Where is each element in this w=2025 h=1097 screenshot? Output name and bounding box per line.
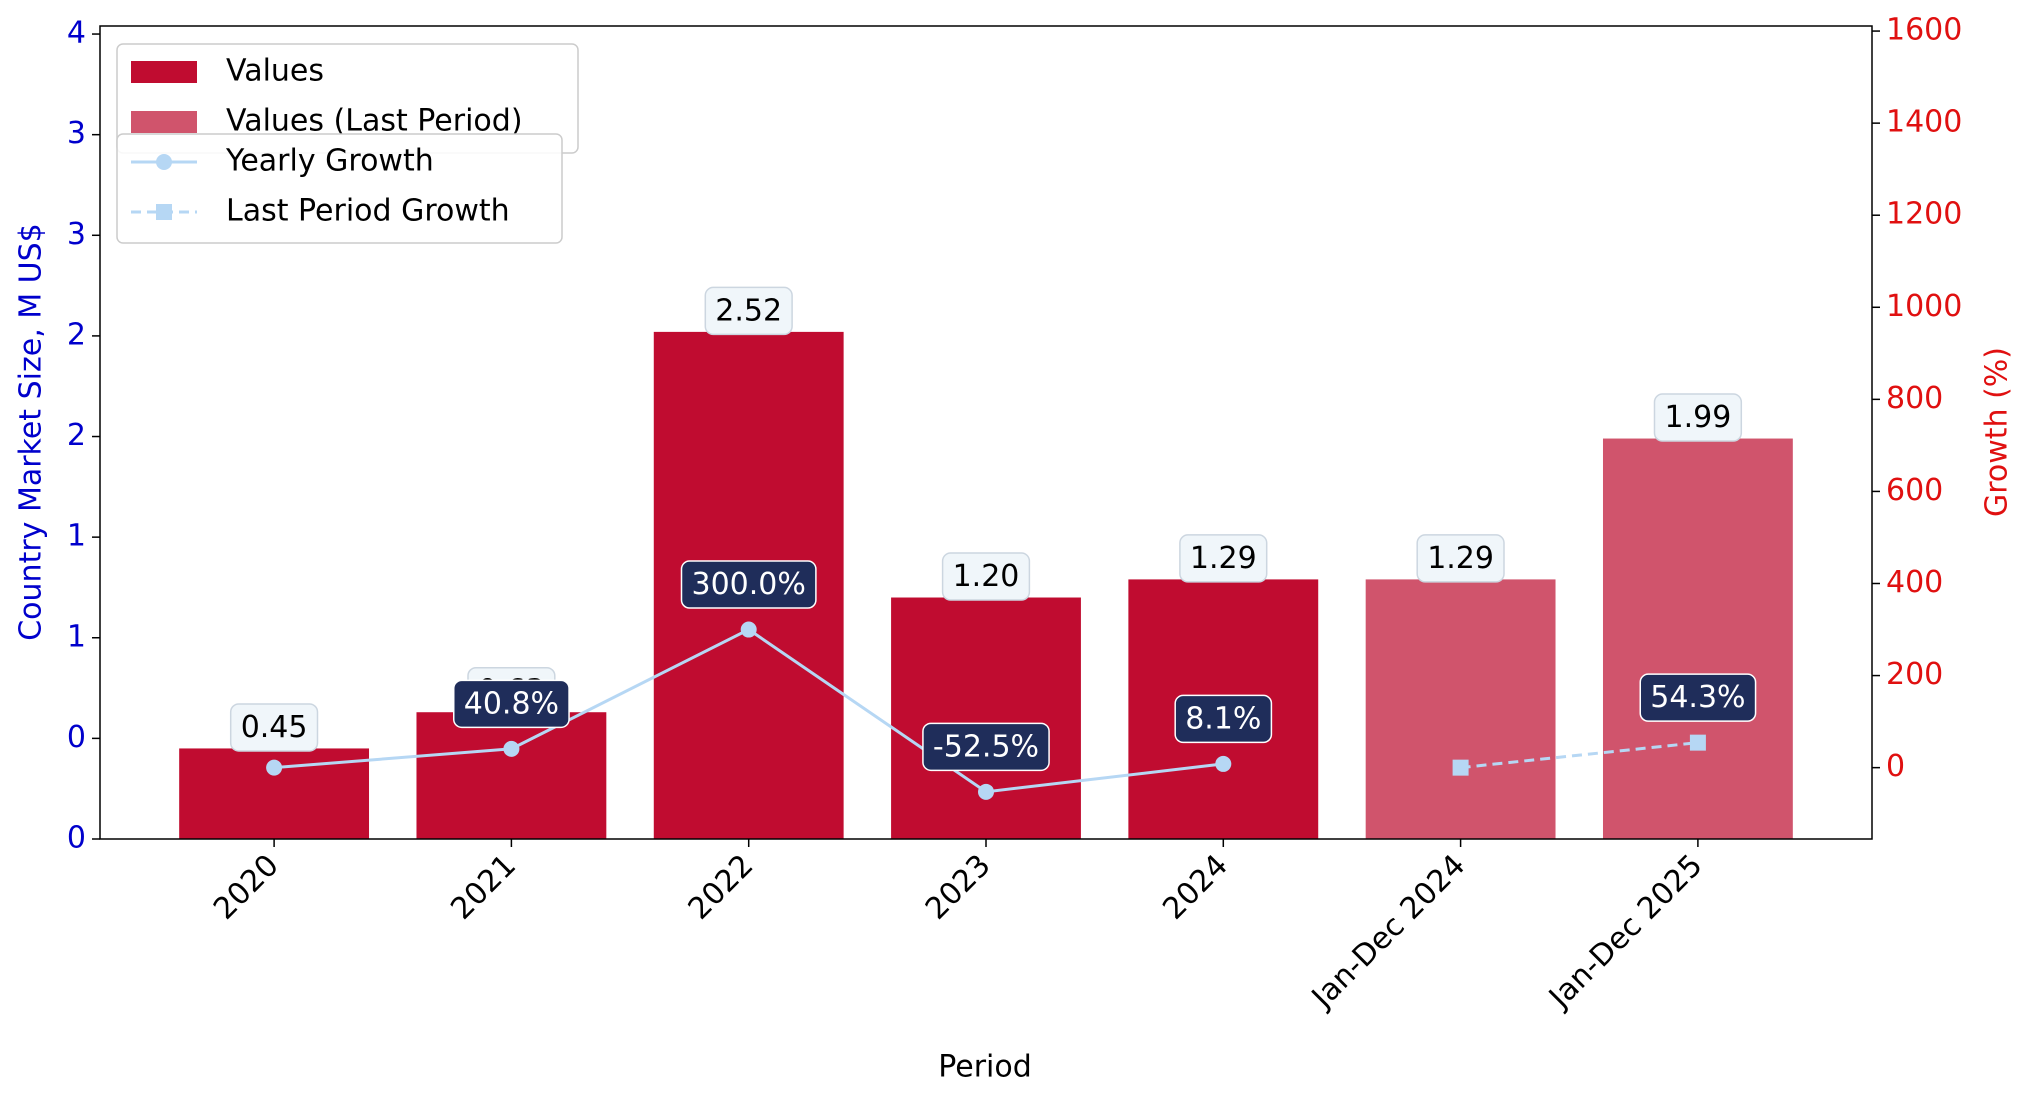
legend-marker: [156, 154, 172, 170]
x-tick-label: 2021: [444, 848, 523, 927]
label-bg: [229, 703, 319, 752]
legend-label: Yearly Growth: [225, 144, 434, 179]
legend-marker: [156, 204, 172, 220]
marker: [503, 740, 520, 757]
value-label: 40.8%: [464, 686, 559, 721]
plot-frame: [99, 25, 1873, 840]
y2-tick-label: 1200: [1886, 197, 1962, 232]
value-label-box: 1.29: [1179, 534, 1268, 583]
value-label: -52.5%: [933, 729, 1039, 764]
value-label-box: 40.8%: [452, 679, 570, 729]
y2-tick-label: 400: [1886, 565, 1943, 600]
value-label-box: 1.20: [941, 552, 1031, 601]
value-label-box: 54.3%: [1639, 673, 1757, 722]
y-tick-label: 2: [67, 418, 86, 453]
value-label: 300.0%: [692, 567, 806, 602]
marker: [740, 621, 757, 638]
legend-label: Last Period Growth: [226, 194, 510, 229]
x-axis-label: Period: [938, 1050, 1032, 1085]
bar: [891, 597, 1081, 839]
value-label-box: 8.1%: [1174, 694, 1273, 744]
value-label: 54.3%: [1650, 680, 1745, 715]
y2-tick-label: 200: [1886, 657, 1943, 692]
y-tick-label: 0: [67, 720, 86, 755]
label-bg: [1416, 534, 1505, 583]
y-tick-label: 0: [67, 821, 86, 856]
bar: [1602, 438, 1793, 839]
marker: [1689, 734, 1706, 751]
label-bg: [1179, 534, 1268, 583]
value-label: 1.20: [953, 559, 1020, 594]
y2-tick-label: 800: [1886, 381, 1943, 416]
value-label: 1.99: [1665, 400, 1732, 435]
value-label-box: 1.29: [1416, 534, 1505, 583]
label-bg: [1174, 694, 1273, 744]
x-tick-label: 2023: [919, 848, 998, 927]
marker: [1452, 759, 1469, 776]
y-tick-label: 1: [67, 619, 86, 654]
marker: [266, 759, 283, 776]
y-tick-label: 3: [67, 116, 86, 151]
growth-line: [1460, 741, 1699, 770]
y2-tick-label: 1400: [1886, 105, 1962, 140]
label-bg: [922, 722, 1050, 772]
y2-tick-label: 0: [1886, 749, 1905, 784]
value-label: 2.52: [715, 293, 782, 328]
y-tick-label: 4: [67, 16, 86, 51]
value-label: 0.45: [241, 710, 308, 745]
legend-swatch: [131, 111, 197, 133]
x-tick-label: 2020: [207, 848, 286, 927]
value-label-box: 2.52: [704, 286, 793, 336]
marker: [1215, 755, 1232, 772]
label-bg: [1639, 673, 1757, 722]
label-bg: [452, 679, 570, 729]
value-label-box: -52.5%: [922, 722, 1050, 772]
y-tick-label: 1: [67, 519, 86, 554]
legend-label: Values: [226, 54, 324, 89]
x-tick-label: Jan-Dec 2024: [1304, 848, 1472, 1016]
value-label-box: 0.45: [229, 703, 319, 752]
value-label: 1.29: [1427, 541, 1494, 576]
bar: [416, 712, 607, 839]
y2-tick-label: 1600: [1886, 13, 1962, 48]
bar: [1365, 579, 1556, 839]
label-bg: [1653, 393, 1743, 442]
x-tick-label: 2022: [682, 848, 761, 927]
y2-tick-label: 600: [1886, 473, 1943, 508]
value-label-box: 1.99: [1653, 393, 1743, 442]
x-tick-label: 2024: [1156, 848, 1235, 927]
legend-label: Values (Last Period): [226, 104, 523, 139]
value-label: 1.29: [1190, 541, 1257, 576]
legend-swatch: [131, 61, 197, 83]
y-tick-label: 2: [67, 317, 86, 352]
y-tick-label: 3: [67, 217, 86, 252]
y2-tick-label: 1000: [1886, 289, 1962, 324]
legend-box: [116, 133, 563, 244]
marker: [978, 783, 994, 800]
y2-axis-label: Growth (%): [1980, 347, 2015, 517]
label-bg: [704, 286, 793, 336]
y-axis-label: Country Market Size, M US$: [14, 223, 49, 641]
value-label: 8.1%: [1185, 701, 1261, 736]
label-bg: [680, 560, 817, 609]
x-tick-label: Jan-Dec 2025: [1541, 848, 1709, 1016]
label-bg: [941, 552, 1031, 601]
value-label-box: 300.0%: [680, 560, 817, 609]
